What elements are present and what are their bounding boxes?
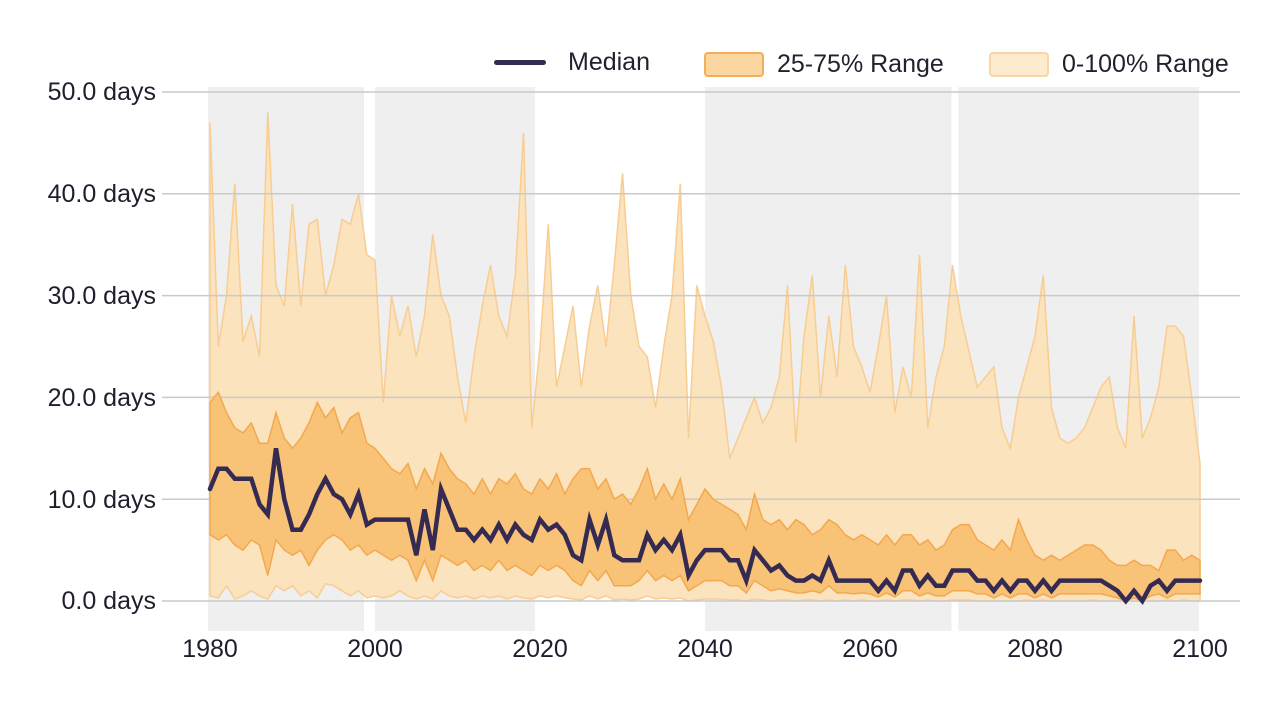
median-line [207,447,1203,606]
25-75-range-swatch [704,51,764,77]
median-line-swatch [494,59,546,65]
y-axis-tick-label: 40.0 days [47,180,156,208]
x-axis-tick-label: 2040 [677,635,733,663]
y-axis-tick-label: 20.0 days [47,384,156,412]
legend-label-0-100-range: 0-100% Range [1062,50,1229,78]
legend-label-25-75-range: 25-75% Range [777,50,944,78]
legend-item-25-75-range: 25-75% Range [704,49,944,79]
legend-item-0-100-range: 0-100% Range [989,49,1229,79]
band-25-75-range [209,390,1201,602]
y-axis-tick-label: 10.0 days [47,486,156,514]
x-axis-tick-label: 2060 [842,635,898,663]
legend-label-median: Median [568,48,650,76]
x-axis-tick-label: 2080 [1007,635,1063,663]
y-axis-tick-label: 0.0 days [61,587,156,615]
x-axis-tick-label: 2000 [347,635,403,663]
legend-item-median: Median [494,47,650,77]
x-axis-tick-label: 2100 [1172,635,1228,663]
y-axis-tick-label: 30.0 days [47,282,156,310]
x-axis-tick-label: 2020 [512,635,568,663]
x-axis-tick-label: 1980 [182,635,238,663]
y-axis-tick-label: 50.0 days [47,78,156,106]
0-100-range-swatch [989,51,1049,77]
